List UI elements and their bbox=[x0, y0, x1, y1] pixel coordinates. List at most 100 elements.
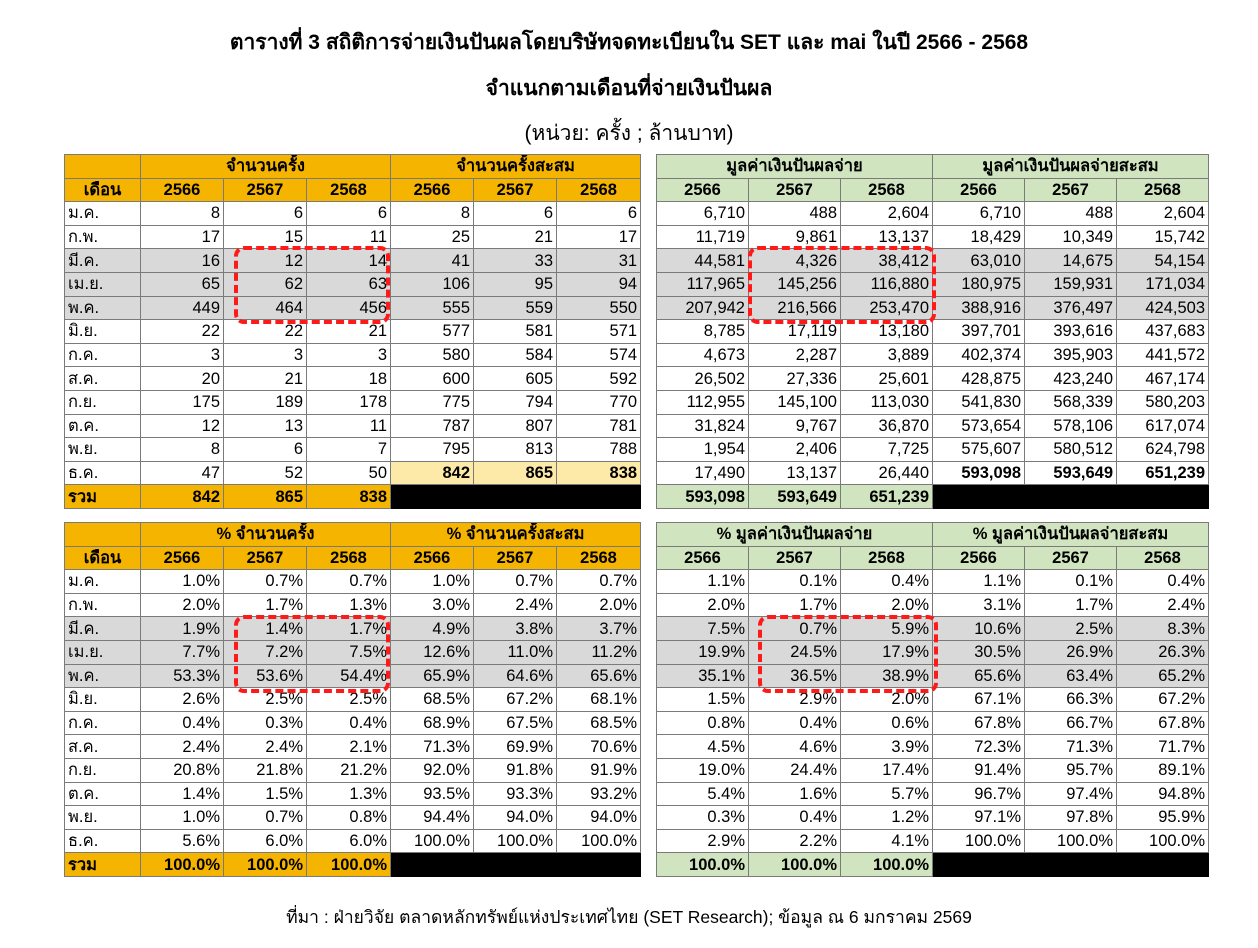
table-row: ม.ค. 1.0% 0.7% 0.7% 1.0% 0.7% 0.7% bbox=[64, 569, 642, 594]
cell: 7.7% bbox=[140, 639, 224, 665]
cell: 66.3% bbox=[1024, 687, 1117, 712]
total-cell: 100.0% bbox=[140, 852, 224, 877]
total-cell: 100.0% bbox=[840, 852, 933, 877]
cell: 6,710 bbox=[656, 201, 749, 226]
cell: 68.5% bbox=[556, 710, 642, 736]
table-row: ก.ย. 20.8% 21.8% 21.2% 92.0% 91.8% 91.9% bbox=[64, 757, 642, 783]
total-blank bbox=[390, 852, 642, 877]
month-label: ม.ค. bbox=[64, 569, 141, 594]
month-label: เม.ย. bbox=[64, 639, 141, 665]
cell: 100.0% bbox=[473, 828, 558, 854]
cell: 600 bbox=[390, 366, 475, 391]
cell: 1.3% bbox=[305, 592, 392, 618]
cell: 2.5% bbox=[305, 687, 392, 712]
table-row: 31,824 9,767 36,870 573,654 578,106 617,074 bbox=[656, 413, 1210, 439]
month-label: มี.ค. bbox=[64, 248, 141, 273]
table-row: มี.ค. 1.9% 1.4% 1.7% 4.9% 3.8% 3.7% bbox=[64, 616, 642, 641]
cell: 52 bbox=[223, 460, 307, 486]
group-header: % มูลค่าเงินปันผลจ่ายสะสม bbox=[932, 522, 1209, 547]
cell: 0.7% bbox=[223, 569, 307, 594]
cell: 550 bbox=[556, 295, 642, 321]
cell: 437,683 bbox=[1116, 319, 1210, 344]
cell: 17,119 bbox=[748, 319, 841, 344]
cell: 788 bbox=[556, 437, 642, 462]
cell: 91.8% bbox=[473, 757, 558, 783]
cell: 30.5% bbox=[932, 639, 1025, 665]
cell: 0.4% bbox=[140, 710, 224, 736]
cell: 8 bbox=[140, 437, 224, 462]
cell: 17 bbox=[140, 224, 224, 250]
cell: 64.6% bbox=[473, 663, 558, 689]
total-blank bbox=[932, 852, 1209, 877]
cell: 1.7% bbox=[748, 592, 841, 618]
cell: 8 bbox=[390, 201, 475, 226]
cell: 31 bbox=[556, 248, 642, 273]
cell: 2.4% bbox=[140, 734, 224, 759]
cell: 175 bbox=[140, 389, 224, 415]
cell: 145,256 bbox=[748, 271, 841, 297]
cell: 1.7% bbox=[223, 592, 307, 618]
cell: 813 bbox=[473, 437, 558, 462]
cell: 2.1% bbox=[305, 734, 392, 759]
cell: 68.9% bbox=[390, 710, 475, 736]
table-row: 4.5% 4.6% 3.9% 72.3% 71.3% 71.7% bbox=[656, 734, 1209, 759]
table-row: ส.ค. 20 21 18 600 605 592 bbox=[64, 366, 642, 391]
year-header: 2567 bbox=[748, 177, 841, 203]
month-label: ส.ค. bbox=[64, 734, 141, 759]
month-label: พ.ย. bbox=[64, 437, 141, 462]
year-header: 2566 bbox=[390, 545, 475, 571]
cell: 3 bbox=[140, 342, 224, 368]
year-header: 2568 bbox=[1116, 545, 1209, 571]
total-label: รวม bbox=[64, 484, 141, 509]
cell: 580,203 bbox=[1116, 389, 1210, 415]
cell: 2.9% bbox=[748, 687, 841, 712]
year-header: 2567 bbox=[748, 545, 841, 571]
cell: 93.2% bbox=[556, 781, 642, 807]
cell: 2.0% bbox=[840, 592, 933, 618]
total-blank bbox=[390, 484, 642, 509]
cell: 2.2% bbox=[748, 828, 841, 854]
cell: 3 bbox=[223, 342, 307, 368]
total-row: 593,098 593,649 651,239 bbox=[656, 484, 1210, 509]
cell: 145,100 bbox=[748, 389, 841, 415]
table-row: 0.8% 0.4% 0.6% 67.8% 66.7% 67.8% bbox=[656, 710, 1209, 736]
cell: 2,287 bbox=[748, 342, 841, 368]
cell: 1.4% bbox=[140, 781, 224, 807]
cell: 605 bbox=[473, 366, 558, 391]
cell: 53.3% bbox=[140, 663, 224, 689]
cell: 62 bbox=[223, 271, 307, 297]
table-row: 44,581 4,326 38,412 63,010 14,675 54,154 bbox=[656, 248, 1210, 273]
table-row: ม.ค. 8 6 6 8 6 6 bbox=[64, 201, 642, 226]
cell: 4.6% bbox=[748, 734, 841, 759]
table-row: 5.4% 1.6% 5.7% 96.7% 97.4% 94.8% bbox=[656, 781, 1209, 807]
cell: 180,975 bbox=[932, 271, 1026, 297]
group-header: % จำนวนครั้ง bbox=[139, 522, 392, 547]
cell: 6.0% bbox=[305, 828, 392, 854]
cell: 4.9% bbox=[390, 616, 475, 641]
cell: 26.3% bbox=[1116, 639, 1209, 665]
table-row: ก.ค. 3 3 3 580 584 574 bbox=[64, 342, 642, 368]
cell: 794 bbox=[473, 389, 558, 415]
month-label: พ.ย. bbox=[64, 805, 141, 830]
table-row: 1.1% 0.1% 0.4% 1.1% 0.1% 0.4% bbox=[656, 569, 1209, 594]
cell: 9,861 bbox=[748, 224, 841, 250]
cell: 9,767 bbox=[748, 413, 841, 439]
cell: 0.3% bbox=[656, 805, 749, 830]
cell: 376,497 bbox=[1024, 295, 1118, 321]
cell: 11 bbox=[305, 413, 392, 439]
cell: 47 bbox=[140, 460, 224, 486]
cell: 92.0% bbox=[390, 757, 475, 783]
year-header: 2566 bbox=[140, 177, 224, 203]
cell: 17,490 bbox=[656, 460, 749, 486]
cell: 18,429 bbox=[932, 224, 1026, 250]
year-header: 2568 bbox=[839, 177, 934, 203]
cell: 787 bbox=[390, 413, 475, 439]
cell: 577 bbox=[390, 319, 475, 344]
cell: 1.7% bbox=[305, 616, 392, 641]
cell: 6,710 bbox=[932, 201, 1026, 226]
cell: 71.7% bbox=[1116, 734, 1209, 759]
cell: 70.6% bbox=[556, 734, 642, 759]
cell: 580,512 bbox=[1024, 437, 1118, 462]
table-row: 35.1% 36.5% 38.9% 65.6% 63.4% 65.2% bbox=[656, 663, 1209, 689]
cell: 584 bbox=[473, 342, 558, 368]
